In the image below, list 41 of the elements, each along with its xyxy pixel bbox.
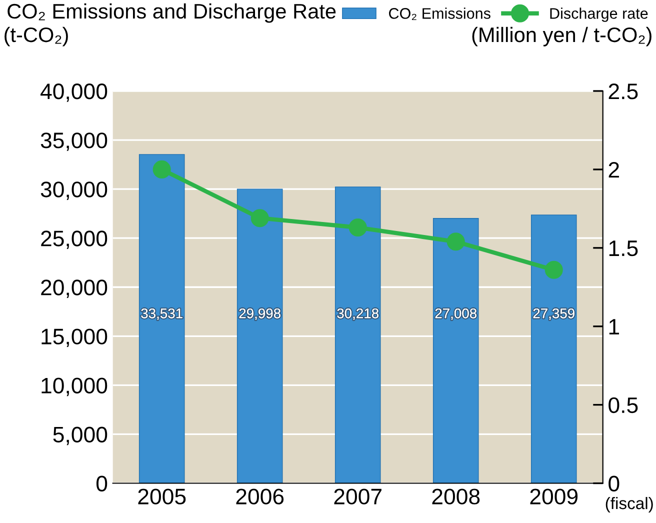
y2-tick-label: 2.5 xyxy=(608,84,638,100)
y-tick-label: 40,000 xyxy=(40,84,108,102)
y-axis-title: (t-CO₂) xyxy=(4,26,68,46)
legend-label: CO₂ Emissions xyxy=(389,8,490,20)
y-tick-label: 10,000 xyxy=(42,378,108,396)
y2-axis-title: (Million yen / t-CO₂) xyxy=(472,26,652,46)
y-tick-label: 30,000 xyxy=(40,182,108,200)
data-label: 33,531 xyxy=(141,308,182,320)
data-label: 27,008 xyxy=(435,308,476,320)
x-axis-title: (fiscal) xyxy=(606,496,653,513)
point xyxy=(348,218,367,237)
point xyxy=(544,260,563,279)
x-tick-label: 2005 xyxy=(138,488,186,504)
chart-title: CO₂ Emissions and Discharge Rate xyxy=(8,3,336,23)
point xyxy=(250,209,269,228)
y2-tick-label: 1 xyxy=(609,319,619,334)
y2-tick-label: 1.5 xyxy=(609,240,638,256)
y-tick-label: 5,000 xyxy=(53,426,108,446)
point xyxy=(446,232,465,251)
legend-label: Discharge rate xyxy=(550,8,648,22)
bar xyxy=(138,154,185,484)
point xyxy=(152,160,171,178)
y2-tick-label: 0.5 xyxy=(608,397,638,414)
bar xyxy=(236,188,283,484)
bar xyxy=(334,186,381,484)
x-tick-label: 2007 xyxy=(334,488,382,504)
x-tick-label: 2006 xyxy=(236,488,284,504)
bar xyxy=(432,218,479,484)
y-tick-label: 0 xyxy=(96,476,108,492)
y-tick-label: 15,000 xyxy=(42,328,108,348)
y2-tick-label: 0 xyxy=(608,476,620,492)
data-label: 27,359 xyxy=(533,308,574,320)
x-tick-label: 2009 xyxy=(530,488,578,504)
bar xyxy=(530,214,577,484)
data-label: 30,218 xyxy=(337,308,378,320)
y2-tick-label: 2 xyxy=(608,162,619,178)
data-label: 29,998 xyxy=(239,308,280,320)
y-tick-label: 25,000 xyxy=(41,230,108,249)
y-tick-label: 20,000 xyxy=(41,280,108,298)
x-tick-label: 2008 xyxy=(432,488,480,504)
y-tick-label: 35,000 xyxy=(40,132,108,151)
